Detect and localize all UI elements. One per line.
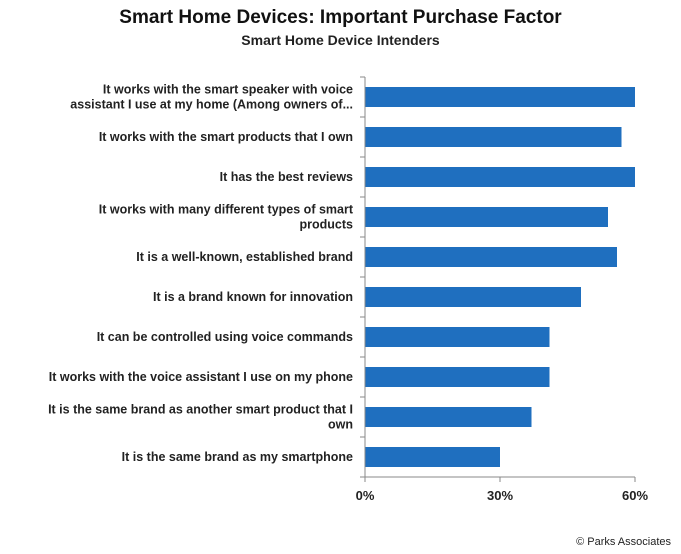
bar	[365, 367, 550, 387]
category-label: It has the best reviews	[220, 170, 353, 184]
category-label: It is a brand known for innovation	[153, 290, 353, 304]
x-tick-label: 30%	[487, 488, 513, 503]
chart-subtitle: Smart Home Device Intenders	[241, 32, 440, 48]
category-label: It is the same brand as my smartphone	[122, 450, 353, 464]
category-label: It is the same brand as another smart pr…	[48, 403, 353, 417]
bar	[365, 247, 617, 267]
bar	[365, 167, 635, 187]
category-label: own	[328, 418, 353, 432]
category-label: It works with the voice assistant I use …	[49, 370, 353, 384]
bar	[365, 327, 550, 347]
category-label: products	[300, 218, 354, 232]
bar	[365, 407, 532, 427]
category-label: It can be controlled using voice command…	[97, 330, 353, 344]
x-tick-label: 60%	[622, 488, 648, 503]
category-label: It is a well-known, established brand	[136, 250, 353, 264]
x-tick-label: 0%	[356, 488, 375, 503]
category-label: It works with the smart speaker with voi…	[103, 83, 353, 97]
category-label: assistant I use at my home (Among owners…	[70, 98, 353, 112]
bar	[365, 447, 500, 467]
bar	[365, 207, 608, 227]
bar	[365, 87, 635, 107]
bar	[365, 287, 581, 307]
bar	[365, 127, 622, 147]
category-label: It works with many different types of sm…	[99, 203, 354, 217]
category-label: It works with the smart products that I …	[99, 130, 353, 144]
source-credit: © Parks Associates	[576, 536, 671, 548]
chart-title: Smart Home Devices: Important Purchase F…	[119, 7, 562, 28]
